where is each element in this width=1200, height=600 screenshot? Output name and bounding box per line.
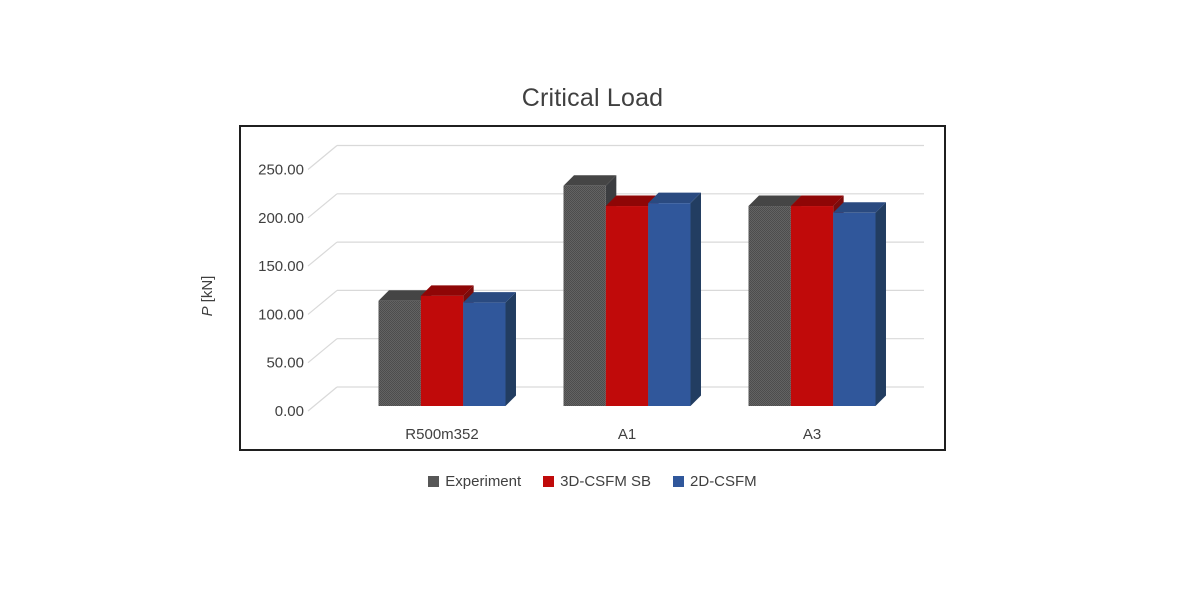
bar-3d-csfm-sb-r500m352-top-face: [420, 285, 474, 296]
legend-item-label: 3D-CSFM SB: [560, 472, 652, 490]
bar-experiment-r500m352-top-face: [378, 290, 432, 301]
legend-item-2d-csfm[interactable]: 2D-CSFM: [673, 473, 757, 490]
y-axis-title-unit: [kN]: [199, 275, 216, 303]
gridline-depth-tick: [307, 241, 338, 267]
bar-3d-csfm-sb-a1[interactable]: [605, 206, 649, 406]
bar-3d-csfm-sb-a3[interactable]: [790, 206, 834, 406]
y-tick-label: 150.00: [258, 258, 304, 275]
legend-color-swatch-icon: [428, 475, 440, 487]
legend-item-label: 2D-CSFM: [690, 472, 757, 490]
bar-3d-csfm-sb-a3-top-face: [790, 195, 844, 207]
gridline-depth-tick: [307, 193, 338, 219]
x-category-label: A1: [618, 426, 636, 443]
bar-2d-csfm-a3[interactable]: [833, 212, 876, 406]
plot-svg: 0.00 50.00 100.00 150.00 200.00 250.00 R500m35…: [258, 144, 924, 443]
legend-item-experiment[interactable]: Experiment: [428, 473, 521, 490]
legend: Experiment 3D-CSFM SB 2D-CSFM: [239, 471, 946, 491]
chart-title[interactable]: Critical Load: [521, 84, 664, 112]
gridline-depth-tick: [307, 145, 338, 170]
gridline-depth-tick: [307, 289, 338, 315]
gridline-depth-tick: [307, 338, 338, 364]
bar-experiment-a1[interactable]: [563, 185, 606, 406]
y-tick-label: 50.00: [266, 355, 304, 372]
y-axis-title: P [kN]: [199, 221, 219, 371]
bar-2d-csfm-a3-side-face: [875, 202, 886, 406]
x-category-label: R500m352: [405, 426, 478, 443]
bar-experiment-r500m352[interactable]: [378, 300, 421, 406]
y-tick-label: 200.00: [258, 210, 304, 227]
legend-item-label: Experiment: [445, 472, 522, 490]
bar-3d-csfm-sb-r500m352[interactable]: [420, 295, 464, 406]
y-tick-label: 100.00: [258, 306, 304, 323]
legend-item-3d-csfm-sb[interactable]: 3D-CSFM SB: [543, 473, 651, 490]
bar-2d-csfm-r500m352-side-face: [505, 292, 516, 406]
bar-2d-csfm-r500m352[interactable]: [463, 302, 506, 406]
bar-2d-csfm-a1[interactable]: [648, 203, 691, 406]
gridline-depth-tick: [307, 386, 338, 412]
y-tick-label: 250.00: [258, 162, 304, 179]
y-tick-label: 0.00: [275, 403, 304, 420]
bar-2d-csfm-a1-top-face: [648, 192, 701, 204]
x-category-label: A3: [803, 426, 821, 443]
bar-2d-csfm-a3-top-face: [833, 202, 886, 213]
bar-3d-csfm-sb-a1-top-face: [605, 195, 659, 207]
plot-area: 0.00 50.00 100.00 150.00 200.00 250.00 R500m35…: [239, 125, 946, 451]
bar-2d-csfm-a1-side-face: [690, 192, 701, 406]
legend-color-swatch-icon: [543, 475, 555, 487]
y-axis-title-symbol: P: [199, 306, 216, 317]
bar-2d-csfm-r500m352-top-face: [463, 292, 516, 303]
bar-experiment-a1-top-face: [563, 175, 617, 186]
bar-experiment-a3-top-face: [748, 195, 802, 207]
legend-color-swatch-icon: [673, 475, 685, 487]
bar-experiment-a3[interactable]: [748, 206, 791, 406]
